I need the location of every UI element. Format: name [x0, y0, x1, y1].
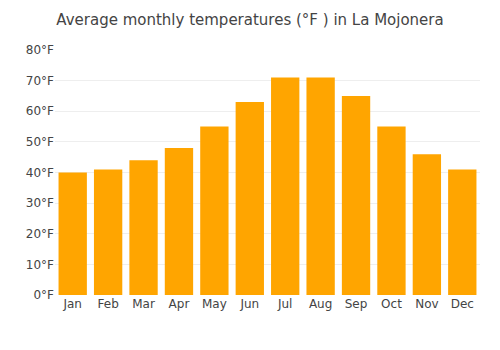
svg-text:40°F: 40°F — [26, 166, 54, 180]
svg-text:Jun: Jun — [239, 297, 259, 311]
svg-text:Jan: Jan — [62, 297, 82, 311]
svg-text:Feb: Feb — [98, 297, 119, 311]
svg-text:Average monthly temperatures (: Average monthly temperatures (°F ) in La… — [56, 11, 443, 29]
svg-text:80°F: 80°F — [26, 43, 54, 57]
svg-text:Dec: Dec — [451, 297, 474, 311]
svg-text:10°F: 10°F — [26, 258, 54, 272]
svg-text:Sep: Sep — [345, 297, 368, 311]
svg-text:Apr: Apr — [169, 297, 190, 311]
svg-text:Mar: Mar — [132, 297, 155, 311]
svg-text:70°F: 70°F — [26, 74, 54, 88]
svg-text:60°F: 60°F — [26, 104, 54, 118]
svg-text:0°F: 0°F — [33, 288, 54, 302]
svg-text:Nov: Nov — [415, 297, 438, 311]
svg-text:Oct: Oct — [381, 297, 402, 311]
svg-text:20°F: 20°F — [26, 227, 54, 241]
svg-text:30°F: 30°F — [26, 196, 54, 210]
svg-text:Jul: Jul — [277, 297, 292, 311]
svg-text:Aug: Aug — [309, 297, 332, 311]
svg-text:50°F: 50°F — [26, 135, 54, 149]
svg-text:May: May — [202, 297, 227, 311]
